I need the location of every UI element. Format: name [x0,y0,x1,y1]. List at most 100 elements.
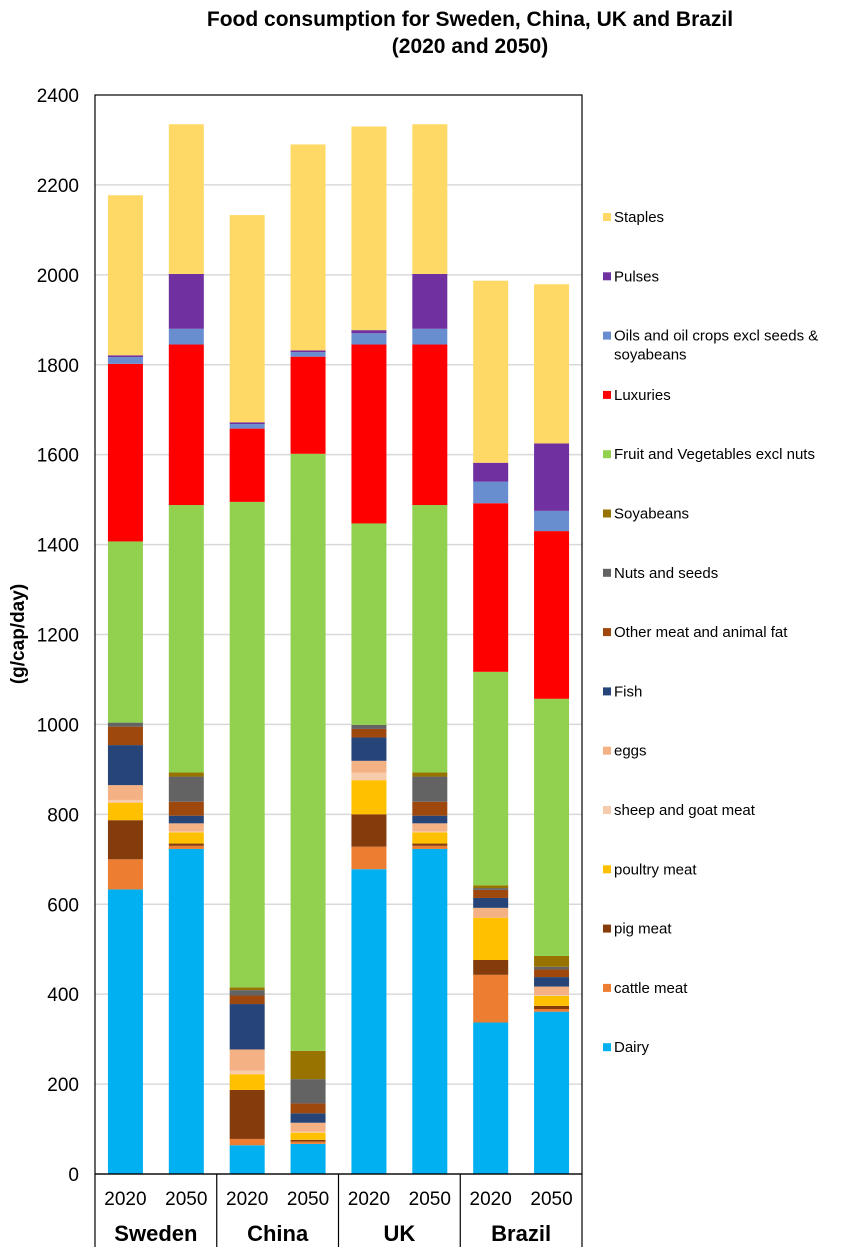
bar-segment-sheep-and-goat-meat [168,831,204,833]
y-tick-label: 800 [47,805,79,826]
bar-segment-other-meat-and-animal-fat [534,969,570,978]
bar-segment-cattle-meat [107,859,143,890]
bar-segment-cattle-meat [168,845,204,849]
bar-segment-other-meat-and-animal-fat [351,728,387,738]
bar-segment-pig-meat [290,1139,326,1142]
bars [107,124,570,1174]
legend-label: Luxuries [614,387,671,404]
bar-segment-oils-and-oil-crops-excl-seeds-soyabeans [473,481,509,504]
legend-item: eggs [603,743,647,760]
bar-segment-oils-and-oil-crops-excl-seeds-soyabeans [229,424,265,429]
legend-item: Nuts and seeds [603,565,718,582]
bar-segment-dairy [351,869,387,1174]
bar-segment-staples [290,144,326,351]
bar-segment-other-meat-and-animal-fat [290,1103,326,1114]
bar-segment-eggs [351,760,387,773]
bar-segment-nuts-and-seeds [534,966,570,970]
legend-label: Pulses [614,268,659,285]
bar-segment-fish [534,977,570,987]
bar-segment-pig-meat [473,959,509,975]
bar-segment-fruit-and-vegetables-excl-nuts [168,505,204,773]
x-tick-label: 2050 [409,1189,451,1210]
legend-item: Oils and oil crops excl seeds & soyabeans [603,328,818,364]
bar-segment-soyabeans [290,1050,326,1080]
bar-segment-poultry-meat [290,1132,326,1140]
bar-segment-poultry-meat [473,917,509,960]
gridlines [95,184,582,1085]
bar-segment-fish [473,897,509,908]
bar-segment-sheep-and-goat-meat [107,799,143,803]
legend-item: Fish [603,683,642,700]
bar-segment-cattle-meat [351,846,387,870]
bar-segment-nuts-and-seeds [168,776,204,802]
bar-segment-luxuries [229,428,265,502]
legend-item: Staples [603,209,664,226]
y-tick-label: 1600 [37,446,79,467]
legend-label: Soyabeans [614,506,689,523]
bar-segment-other-meat-and-animal-fat [229,995,265,1005]
x-tick-label: 2050 [287,1189,329,1210]
x-axis: 2020 2050 2020 2050 2020 2050 2020 2050 Sweden Ch… [94,1173,583,1247]
legend-swatch [603,450,611,459]
legend-label: cattle meat [614,980,688,997]
bar-segment-sheep-and-goat-meat [534,995,570,996]
bar-segment-nuts-and-seeds [412,776,448,802]
bar-segment-poultry-meat [168,832,204,844]
bar-segment-sheep-and-goat-meat [351,772,387,781]
bar-segment-pulses [351,330,387,334]
bar-segment-poultry-meat [534,995,570,1006]
group-label: Brazil [491,1221,551,1246]
bar-segment-pulses [473,462,509,482]
bar-segment-poultry-meat [412,832,448,844]
bar-segment-oils-and-oil-crops-excl-seeds-soyabeans [290,352,326,357]
bar-segment-cattle-meat [412,845,448,849]
bar-segment-soyabeans [229,987,265,991]
bar-segment-oils-and-oil-crops-excl-seeds-soyabeans [107,357,143,364]
y-tick-label: 2000 [37,266,79,287]
bar-segment-dairy [412,848,448,1174]
bar-segment-pulses [229,422,265,425]
bar-segment-cattle-meat [534,1009,570,1012]
legend-label: pig meat [614,921,672,938]
legend-label: Oils and oil crops excl seeds & soyabeans [614,328,818,364]
x-tick-label: 2020 [348,1189,390,1210]
y-tick-label: 1400 [37,536,79,557]
bar-segment-pulses [534,443,570,511]
y-tick-label: 1200 [37,626,79,647]
bar-segment-other-meat-and-animal-fat [168,801,204,816]
bar-segment-eggs [168,823,204,832]
bar-segment-eggs [534,986,570,996]
legend-swatch [603,924,611,933]
y-tick-label: 1000 [37,715,79,736]
bar-segment-cattle-meat [229,1138,265,1146]
bar-segment-fish [107,745,143,786]
legend-swatch [603,272,611,281]
bar-segment-sheep-and-goat-meat [229,1070,265,1075]
chart-subtitle: (2020 and 2050) [392,35,548,58]
legend-swatch [603,509,611,518]
bar-segment-dairy [229,1145,265,1174]
bar-segment-dairy [168,848,204,1174]
bar-segment-luxuries [107,363,143,542]
bar-segment-staples [351,126,387,331]
legend-label: Other meat and animal fat [614,624,788,641]
bar-segment-luxuries [168,344,204,506]
bar-segment-luxuries [412,344,448,506]
bar-segment-luxuries [290,356,326,454]
legend: Staples Pulses Oils and oil crops excl see… [603,209,818,1056]
bar-segment-staples [107,195,143,356]
bar-segment-luxuries [534,531,570,699]
x-tick-label: 2050 [530,1189,572,1210]
legend-label: Fish [614,683,642,700]
bar-segment-nuts-and-seeds [290,1079,326,1104]
bar-segment-poultry-meat [107,802,143,821]
bar-segment-fish [229,1004,265,1050]
bar-segment-dairy [534,1011,570,1174]
legend-swatch [603,806,611,814]
bar-segment-fruit-and-vegetables-excl-nuts [107,541,143,723]
legend-swatch [603,213,611,221]
legend-swatch [603,331,611,340]
bar-segment-poultry-meat [351,780,387,815]
x-tick-label: 2050 [165,1189,207,1210]
